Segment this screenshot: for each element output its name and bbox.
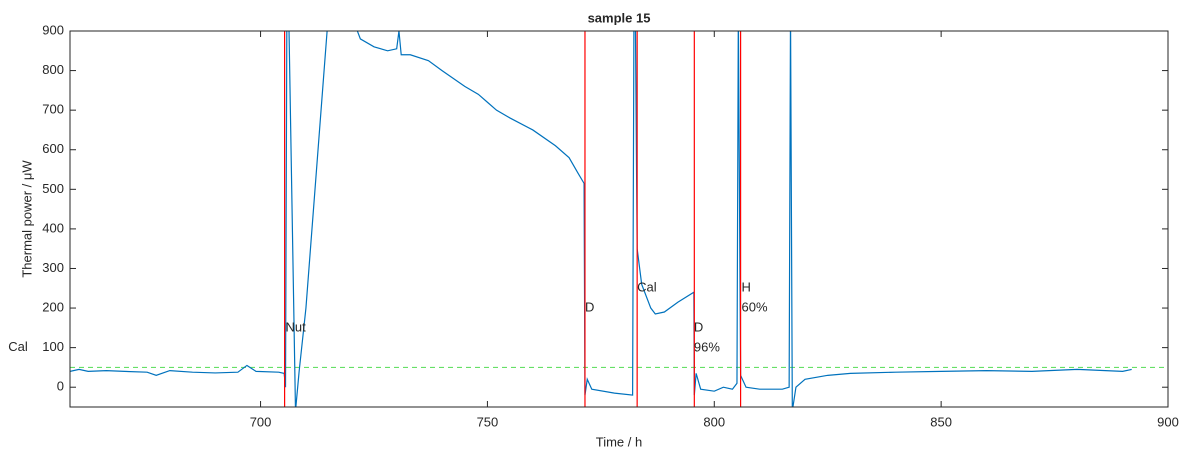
plot-area	[70, 31, 1168, 407]
axes-box	[69, 30, 1169, 408]
y-tick-label: 0	[57, 379, 64, 394]
plot-layer	[70, 31, 1168, 407]
x-tick-label: 800	[703, 414, 725, 429]
annotation: Cal	[637, 280, 657, 295]
data-line	[70, 31, 1132, 407]
annotation: 96%	[694, 339, 720, 354]
annotation: 60%	[742, 300, 768, 315]
y-tick-label: 900	[42, 22, 64, 37]
annotation: D	[694, 319, 703, 334]
annotation: Nut	[286, 319, 307, 334]
overlay-layer: 700 750 800 850 900 0 100 200 300 400 500 600 700 800…	[8, 22, 1179, 429]
x-axis-label: Time / h	[596, 434, 642, 449]
y-tick-label: 100	[42, 339, 64, 354]
x-tick-label: 700	[250, 414, 272, 429]
x-tick-label: 850	[930, 414, 952, 429]
y-tick-label: 800	[42, 62, 64, 77]
x-tick-label: 750	[477, 414, 499, 429]
y-tick-label: 500	[42, 181, 64, 196]
y-tick-label: 400	[42, 220, 64, 235]
chart-title: sample 15	[588, 10, 651, 25]
y-tick-label: 300	[42, 260, 64, 275]
annotation: Cal	[8, 339, 28, 354]
annotation: H	[742, 280, 751, 295]
x-tick-label: 900	[1157, 414, 1179, 429]
y-tick-label: 700	[42, 102, 64, 117]
annotation: D	[585, 299, 594, 314]
y-tick-label: 600	[42, 141, 64, 156]
y-tick-label: 200	[42, 299, 64, 314]
y-axis-label: Thermal power / μW	[19, 160, 34, 278]
